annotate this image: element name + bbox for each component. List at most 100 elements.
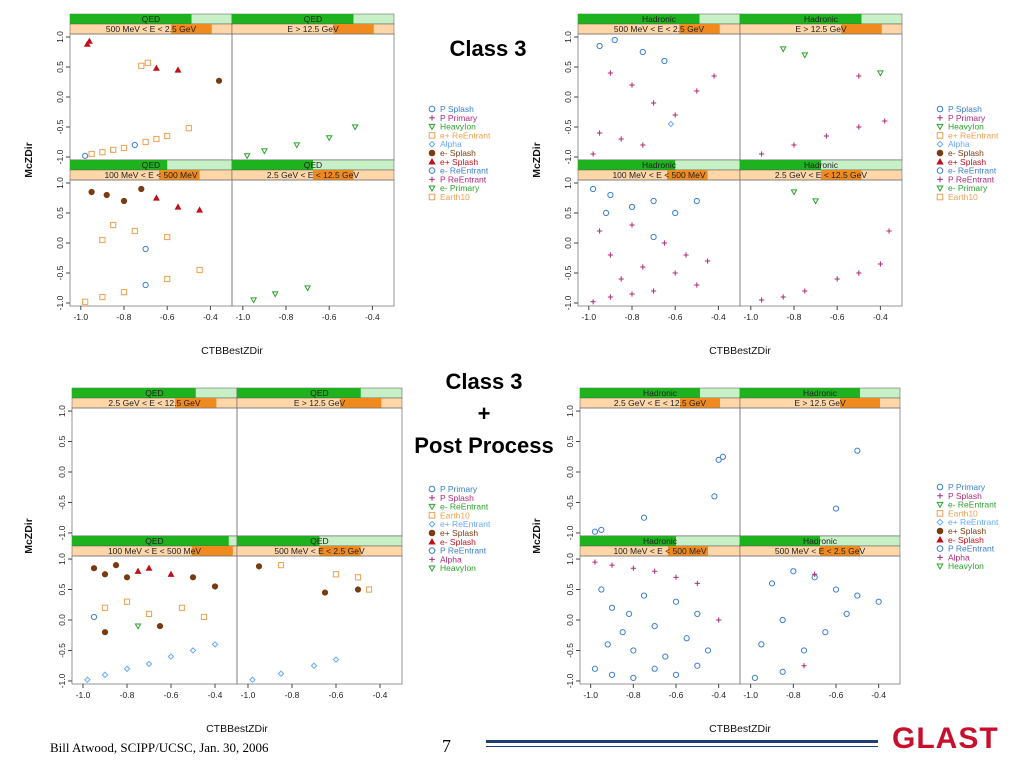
data-point xyxy=(608,604,616,611)
y-tick-label: 0.5 xyxy=(563,61,573,73)
data-point xyxy=(630,565,636,571)
legend-marker xyxy=(936,527,944,535)
data-point xyxy=(662,653,669,660)
strip-top-label: QED xyxy=(310,536,328,546)
panel-box xyxy=(739,179,903,307)
legend-marker xyxy=(937,554,943,561)
data-point xyxy=(651,100,657,106)
strip-top-fill xyxy=(72,388,196,398)
data-point xyxy=(856,270,862,276)
legend-label: Alpha xyxy=(440,554,462,564)
data-point xyxy=(640,264,646,270)
strip-top-fill xyxy=(578,14,700,24)
data-point xyxy=(249,676,256,684)
data-point xyxy=(705,258,711,264)
data-point xyxy=(834,276,840,282)
strip-top-label: QED xyxy=(142,160,160,170)
legend-marker xyxy=(428,565,436,573)
strip-bottom-fill xyxy=(667,170,708,180)
legend-marker xyxy=(428,105,436,113)
data-point xyxy=(618,136,624,142)
strip-top-label: QED xyxy=(145,536,163,546)
legend-label: P ReEntrant xyxy=(948,544,995,554)
legend-marker xyxy=(937,493,943,499)
x-tick-label: -0.8 xyxy=(626,690,641,700)
legend-marker xyxy=(936,518,944,526)
data-point xyxy=(354,586,362,593)
data-point xyxy=(812,198,820,205)
legend-marker xyxy=(936,123,944,131)
legend-marker xyxy=(936,105,944,113)
data-point xyxy=(101,571,109,578)
panel-box xyxy=(739,407,901,537)
strip-bottom-label: 100 MeV < E < 500 MeV xyxy=(612,170,705,180)
data-point xyxy=(185,125,192,132)
strip-top-label: QED xyxy=(145,388,163,398)
strip-top-label: Hadronic xyxy=(803,388,838,398)
data-point xyxy=(683,252,689,258)
data-point xyxy=(211,583,219,590)
data-point xyxy=(90,565,98,572)
x-tick-label: -0.6 xyxy=(830,312,845,322)
legend-label: e+ Splash xyxy=(440,157,478,167)
y-tick-label: 0.0 xyxy=(57,614,67,626)
strip-bottom-label: 500 MeV < E < 2.5 GeV xyxy=(274,546,365,556)
data-point xyxy=(694,282,700,288)
x-tick-label: -0.6 xyxy=(669,690,684,700)
strip-bottom-label: 500 MeV < E < 2.5 GeV xyxy=(775,546,866,556)
legend-label: P Primary xyxy=(948,482,986,492)
data-point xyxy=(591,665,599,672)
data-point xyxy=(174,66,182,73)
data-point xyxy=(142,245,149,253)
data-point xyxy=(822,629,829,636)
panel-box xyxy=(236,407,403,537)
strip-bottom-label: 100 MeV < E < 500 MeV xyxy=(613,546,706,556)
data-point xyxy=(83,40,91,47)
data-point xyxy=(365,586,373,593)
y-tick-label: 0.0 xyxy=(55,91,65,103)
legend-label: e+ Splash xyxy=(948,526,986,536)
data-point xyxy=(651,665,658,672)
data-point xyxy=(640,142,646,148)
strip-top-label: Hadronic xyxy=(642,14,677,24)
legend-label: e+ ReEntrant xyxy=(440,519,491,529)
strip-bottom-fill xyxy=(313,170,354,180)
y-tick-label: 1.0 xyxy=(565,553,575,565)
strip-top-fill xyxy=(70,14,192,24)
x-tick-label: -0.4 xyxy=(365,312,380,322)
y-tick-label: 0.5 xyxy=(57,583,67,595)
legend-label: e- Primary xyxy=(948,183,988,193)
legend-marker xyxy=(937,115,943,121)
data-point xyxy=(607,70,613,76)
data-point xyxy=(672,270,678,276)
data-point xyxy=(152,194,160,201)
title2-line1: Class 3 xyxy=(445,369,523,394)
data-point xyxy=(99,293,106,301)
y-axis-label: McZDir xyxy=(23,518,35,554)
data-point xyxy=(608,671,616,678)
data-point xyxy=(625,610,633,618)
data-point xyxy=(138,185,145,193)
data-point xyxy=(110,146,117,153)
x-tick-label: -1.0 xyxy=(583,690,598,700)
data-point xyxy=(629,82,635,88)
legend-marker xyxy=(429,115,435,121)
x-tick-label: -0.6 xyxy=(322,312,337,322)
data-point xyxy=(277,562,285,569)
x-tick-label: -0.8 xyxy=(786,690,801,700)
data-point xyxy=(694,88,700,94)
data-point xyxy=(711,493,718,500)
y-tick-label: -0.5 xyxy=(563,119,573,134)
legend-marker xyxy=(429,556,435,563)
data-point xyxy=(145,660,153,668)
x-tick-label: -0.4 xyxy=(208,690,223,700)
data-point xyxy=(611,36,618,44)
